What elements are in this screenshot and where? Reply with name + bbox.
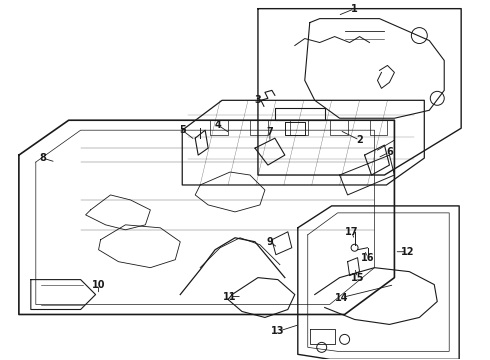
- Text: 4: 4: [215, 120, 221, 130]
- Text: 1: 1: [351, 4, 358, 14]
- Text: 15: 15: [351, 273, 364, 283]
- Text: 6: 6: [386, 147, 393, 157]
- Text: 5: 5: [179, 125, 186, 135]
- Text: 12: 12: [401, 247, 414, 257]
- Text: 3: 3: [255, 95, 261, 105]
- Text: 10: 10: [92, 280, 105, 289]
- Text: 8: 8: [39, 153, 46, 163]
- Text: 16: 16: [361, 253, 374, 263]
- Text: 14: 14: [335, 293, 348, 302]
- Text: 13: 13: [271, 327, 285, 336]
- Text: 2: 2: [356, 135, 363, 145]
- Text: 9: 9: [267, 237, 273, 247]
- Text: 7: 7: [267, 127, 273, 137]
- Text: 11: 11: [223, 292, 237, 302]
- Text: 17: 17: [345, 227, 358, 237]
